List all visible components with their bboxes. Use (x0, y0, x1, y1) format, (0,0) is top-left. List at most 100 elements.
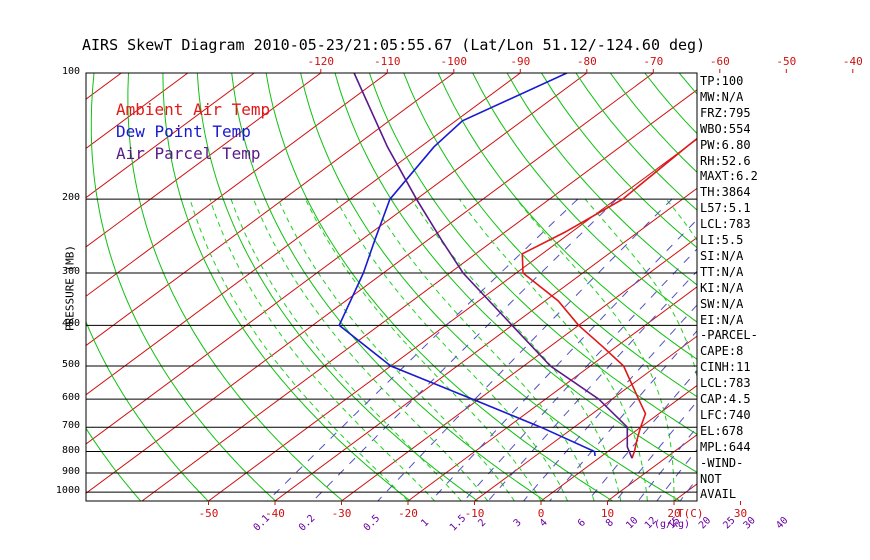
index-item: L57:5.1 (700, 201, 751, 216)
index-item: CAPE:8 (700, 344, 744, 359)
dry-adiabat-line (782, 73, 870, 501)
index-item: FRZ:795 (700, 105, 751, 120)
index-item: WBO:554 (700, 121, 751, 136)
isotherm-line (86, 73, 654, 494)
pressure-tick-label: 1000 (55, 485, 80, 497)
pressure-tick-label: 300 (61, 265, 80, 277)
legend-air-parcel-temp: Air Parcel Temp (116, 144, 261, 163)
pressure-tick-label: 900 (61, 465, 80, 477)
dry-adiabat-line (506, 73, 697, 286)
index-item: CAP:4.5 (700, 392, 751, 406)
moist-adiabat-line (189, 199, 409, 501)
index-item: RH:52.6 (700, 153, 751, 168)
dry-adiabat-line (127, 73, 344, 501)
legend-dew-point-temp: Dew Point Temp (116, 122, 251, 141)
dry-adiabat-line (851, 73, 870, 501)
dry-adiabat-line (368, 73, 697, 435)
moist-adiabat-line (277, 198, 515, 501)
dry-adiabat-line (86, 427, 142, 501)
index-item: EI:N/A (700, 312, 744, 327)
isotherm-line (86, 73, 588, 445)
mixing-ratio-line (587, 369, 697, 501)
bottom-temp-tick-label: 10 (601, 507, 614, 520)
top-temp-tick-label: -50 (776, 55, 796, 68)
pressure-tick-label: 200 (61, 192, 80, 204)
top-temp-tick-label: -100 (441, 55, 468, 68)
isotherm-line (141, 89, 697, 501)
dry-adiabat-line (90, 73, 276, 501)
bottom-temp-tick-label: -50 (199, 507, 219, 520)
index-item: LFC:740 (700, 407, 751, 422)
dry-adiabat-line (817, 73, 870, 501)
index-item: -PARCEL- (700, 328, 758, 343)
isotherm-line (341, 237, 697, 501)
mixing-ratio-line (523, 304, 697, 501)
moist-adiabat-line (304, 198, 542, 501)
dry-adiabat-line (196, 73, 479, 501)
moist-adiabat-line (807, 199, 870, 501)
series-line-dew-point-temp (338, 73, 596, 457)
top-temp-tick-label: -90 (510, 55, 530, 68)
mixing-ratio-line (637, 426, 697, 501)
index-item: TH:3864 (700, 185, 751, 200)
top-temp-tick-label: -80 (577, 55, 597, 68)
dry-adiabat-line (472, 73, 697, 323)
dry-adiabat-line (334, 73, 697, 473)
mixing-ratio-line (487, 270, 697, 501)
isotherm-line (540, 384, 697, 501)
isotherm-line (474, 335, 697, 501)
dry-adiabat-line (231, 73, 546, 501)
index-item: SI:N/A (700, 248, 744, 263)
dry-adiabat-line (300, 73, 681, 501)
dry-adiabat-line (265, 73, 613, 501)
mixing-ratio-label: 0.5 (362, 513, 383, 534)
x-axis-label: T(C) (677, 507, 704, 520)
isotherm-line (86, 73, 255, 199)
bottom-temp-tick-label: 30 (734, 507, 747, 520)
moist-adiabat-line (458, 198, 648, 501)
plot-frame (85, 72, 698, 502)
legend-ambient-air-temp: Ambient Air Temp (116, 100, 271, 119)
series-line-air-parcel-temp (353, 73, 633, 459)
mixing-ratio-line (463, 248, 697, 501)
index-item: EL:678 (700, 423, 744, 438)
isotherm-line (86, 73, 122, 100)
isotherm-line (86, 73, 455, 347)
isotherm-line (741, 73, 870, 501)
moist-adiabat-line (370, 198, 595, 501)
pressure-tick-label: 100 (61, 66, 80, 77)
mixing-ratio-label: 0.2 (297, 513, 318, 534)
mixing-ratio-line (735, 199, 870, 501)
index-item: MAXT:6.2 (700, 169, 758, 184)
pressure-tick-label: 400 (61, 318, 80, 330)
mixing-ratio-line (430, 218, 697, 501)
dry-adiabat-line (162, 73, 411, 501)
top-temp-tick-label: -110 (374, 55, 401, 68)
chart-title: AIRS SkewT Diagram 2010-05-23/21:05:55.6… (82, 36, 706, 54)
mixing-ratio-unit: (g/kg) (654, 519, 690, 530)
mixing-ratio-label: 8 (604, 517, 616, 529)
mixing-ratio-line (377, 198, 673, 501)
mixing-ratio-line (756, 199, 870, 501)
index-item: PW:6.80 (700, 137, 751, 152)
dry-adiabat-line (748, 73, 870, 501)
bottom-temp-tick-label: -10 (465, 507, 485, 520)
index-item: LCL:783 (700, 217, 751, 232)
index-item: NOT (700, 471, 722, 486)
moist-adiabat-line (335, 198, 569, 501)
index-item: -WIND- (700, 455, 744, 470)
index-item: MPL:644 (700, 439, 751, 454)
mixing-ratio-label: 2 (476, 517, 488, 529)
dry-adiabat-line (541, 73, 697, 249)
dry-adiabat-line (403, 73, 697, 398)
mixing-ratio-line (312, 198, 617, 501)
index-item: AVAIL (700, 487, 737, 502)
pressure-tick-label: 800 (61, 444, 80, 456)
index-item: CINH:11 (700, 360, 751, 375)
mixing-ratio-line (788, 199, 870, 501)
moist-adiabat-line (253, 199, 489, 501)
top-temp-tick-label: -60 (710, 55, 730, 68)
pressure-tick-label: 500 (61, 358, 80, 370)
moist-adiabat-line (411, 198, 622, 501)
mixing-ratio-line (549, 330, 697, 501)
